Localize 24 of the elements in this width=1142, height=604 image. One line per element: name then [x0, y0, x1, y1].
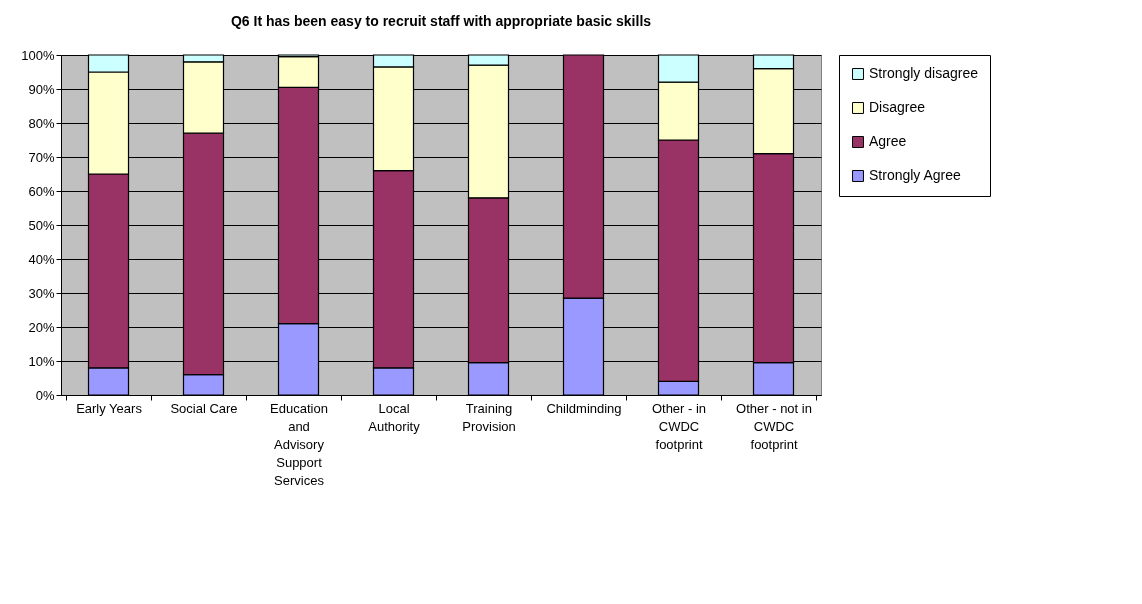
- x-tick-label: Childminding: [546, 400, 622, 416]
- x-tick-label: Early Years: [76, 400, 143, 416]
- y-tick-label: 40%: [28, 251, 55, 267]
- legend-label: Agree: [869, 133, 907, 149]
- y-tick-label: 100%: [21, 47, 55, 63]
- x-tick-label: Local Authority: [368, 400, 421, 434]
- y-tick-label: 20%: [28, 319, 55, 335]
- legend-label: Strongly Agree: [869, 167, 962, 183]
- y-tick-label: 50%: [28, 217, 55, 233]
- x-tick-label: Education and Advisory Support Services: [270, 400, 328, 488]
- y-tick-label: 30%: [28, 285, 55, 301]
- x-tick-label: Training Provision: [462, 400, 516, 434]
- y-tick-label: 70%: [28, 149, 55, 165]
- y-tick-label: 60%: [28, 183, 55, 199]
- y-tick-label: 0%: [35, 387, 55, 403]
- legend-label: Strongly disagree: [869, 65, 979, 81]
- x-tick-label: Social Care: [170, 400, 238, 416]
- y-tick-label: 80%: [28, 115, 55, 131]
- y-tick-label: 90%: [28, 81, 55, 97]
- y-tick-label: 10%: [28, 353, 55, 369]
- legend-label: Disagree: [869, 99, 926, 115]
- x-tick-label: Other - not in CWDC footprint: [736, 400, 812, 452]
- chart-title: Q6 It has been easy to recruit staff with appropriate basic skills: [230, 13, 652, 29]
- x-tick-label: Other - in CWDC footprint: [651, 400, 707, 452]
